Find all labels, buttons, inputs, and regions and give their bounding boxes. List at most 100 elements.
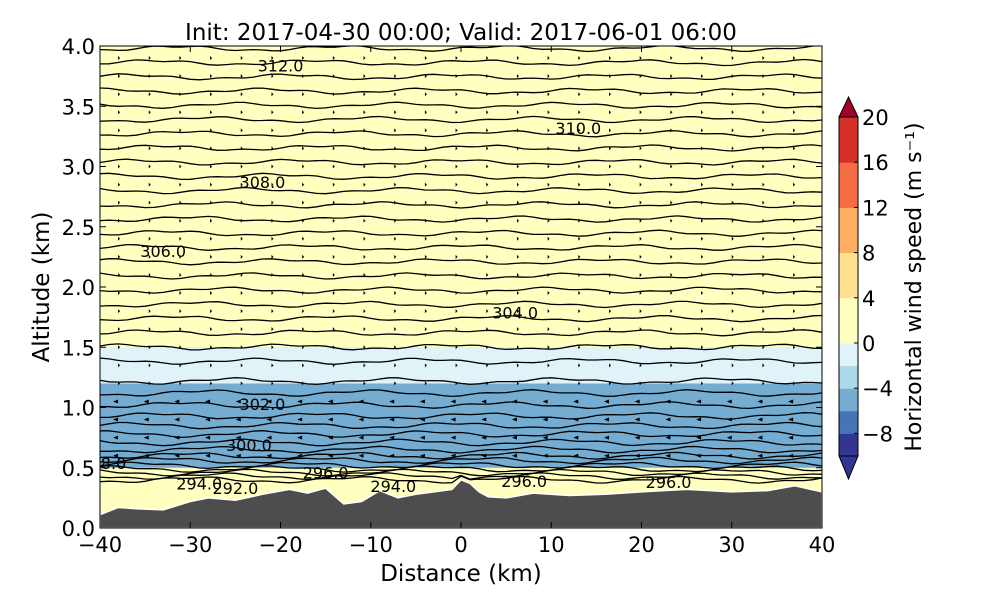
- wind-vector: [271, 381, 274, 386]
- wind-vector: [670, 146, 673, 151]
- wind-vector: [486, 236, 489, 241]
- wind-vector: [424, 128, 427, 133]
- wind-vector: [332, 164, 335, 169]
- wind-vector: [363, 345, 366, 350]
- wind-vector: [394, 164, 397, 169]
- wind-vector: [327, 453, 333, 458]
- wind-vector: [670, 345, 673, 350]
- wind-vector: [634, 435, 640, 440]
- wind-vector: [757, 399, 763, 404]
- colorbar-band: [839, 150, 858, 163]
- wind-vector: [118, 110, 121, 115]
- wind-vector: [271, 74, 274, 79]
- wind-vector: [670, 327, 673, 332]
- wind-vector: [179, 218, 182, 223]
- wind-vector: [578, 110, 581, 115]
- theta-contour: [100, 445, 822, 454]
- wind-vector: [210, 56, 213, 61]
- colorbar-band: [839, 388, 858, 400]
- wind-vector: [419, 435, 425, 440]
- wind-vector: [455, 272, 458, 277]
- contour-label: 294.0: [176, 474, 222, 493]
- wind-vector: [394, 381, 397, 386]
- wind-vector: [578, 345, 581, 350]
- wind-vector: [516, 164, 519, 169]
- wind-vector: [394, 56, 397, 61]
- wind-vector: [424, 182, 427, 187]
- theta-contour: [100, 300, 822, 309]
- wind-vector: [578, 254, 581, 259]
- wind-vector: [670, 128, 673, 133]
- colorbar-band: [839, 354, 858, 367]
- wind-vector: [762, 345, 765, 350]
- wind-vector: [701, 254, 704, 259]
- wind-vector: [179, 291, 182, 296]
- wind-vector: [481, 435, 487, 440]
- wind-vector: [701, 363, 704, 368]
- wind-vector: [332, 236, 335, 241]
- theta-contour: [100, 389, 822, 398]
- wind-vector: [424, 254, 427, 259]
- wind-vector: [788, 453, 794, 458]
- wind-vector: [578, 146, 581, 151]
- wind-vector: [363, 56, 366, 61]
- wind-vector: [240, 200, 243, 205]
- wind-vector: [419, 453, 425, 458]
- wind-vector: [327, 435, 333, 440]
- wind-vector: [516, 327, 519, 332]
- wind-vector: [516, 381, 519, 386]
- colorbar-tick-label: 12: [862, 196, 889, 220]
- wind-vector: [639, 74, 642, 79]
- wind-vector: [394, 92, 397, 97]
- wind-vector: [363, 92, 366, 97]
- theta-contour: [100, 430, 822, 439]
- wind-vector: [332, 74, 335, 79]
- wind-vector: [731, 381, 734, 386]
- wind-vector: [547, 200, 550, 205]
- wind-vector: [486, 200, 489, 205]
- wind-vector: [701, 128, 704, 133]
- wind-vector: [609, 110, 612, 115]
- wind-vector: [210, 254, 213, 259]
- colorbar-band: [839, 365, 858, 378]
- wind-vector: [332, 381, 335, 386]
- wind-vector: [486, 363, 489, 368]
- wind-vector: [516, 254, 519, 259]
- wind-vector: [639, 309, 642, 314]
- wind-vector: [363, 128, 366, 133]
- wind-vector: [609, 327, 612, 332]
- wind-vector: [731, 272, 734, 277]
- x-tick-label: −30: [168, 533, 212, 557]
- wind-vector: [547, 345, 550, 350]
- wind-vector: [332, 254, 335, 259]
- wind-vector: [578, 164, 581, 169]
- wind-vector: [118, 182, 121, 187]
- wind-vector: [609, 291, 612, 296]
- y-tick-label: 2.0: [62, 276, 95, 300]
- wind-vector: [609, 56, 612, 61]
- wind-vector: [210, 272, 213, 277]
- wind-vector: [481, 417, 487, 422]
- wind-vector: [394, 200, 397, 205]
- wind-vector: [148, 309, 151, 314]
- wind-vector: [516, 200, 519, 205]
- wind-vector: [731, 146, 734, 151]
- wind-vector: [210, 309, 213, 314]
- wind-vector: [486, 110, 489, 115]
- wind-vector: [332, 182, 335, 187]
- wind-vector: [118, 218, 121, 223]
- theta-contour: [100, 243, 822, 251]
- wind-vector: [762, 236, 765, 241]
- wind-vector: [609, 218, 612, 223]
- wind-vector: [547, 381, 550, 386]
- wind-vector: [363, 272, 366, 277]
- wind-vector: [271, 128, 274, 133]
- wind-vector: [424, 92, 427, 97]
- wind-vector: [302, 309, 305, 314]
- wind-vector: [516, 182, 519, 187]
- wind-vector: [547, 327, 550, 332]
- wind-vector: [363, 146, 366, 151]
- wind-vector: [578, 92, 581, 97]
- wind-vector: [731, 110, 734, 115]
- wind-vector: [793, 254, 796, 259]
